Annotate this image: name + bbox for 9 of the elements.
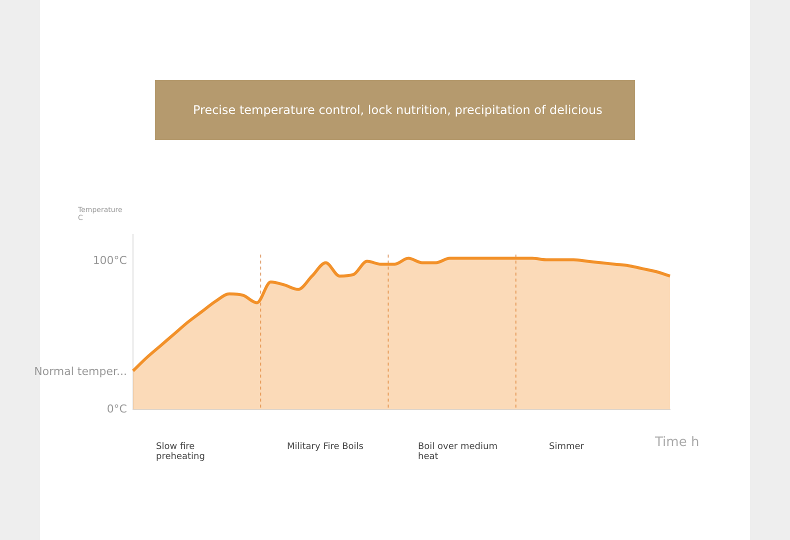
- text: Military Fire Boils: [287, 442, 364, 452]
- chart-title: Precise temperature control, lock nutrition, precipitation of delicious: [155, 80, 635, 140]
- text: Slow fire preheating: [156, 442, 206, 462]
- text: Simmer: [549, 442, 585, 452]
- x-axis-title: Time h: [655, 435, 700, 450]
- y-tick-label: 0°C: [106, 402, 128, 416]
- text: Boil over medium heat: [418, 442, 498, 462]
- y-tick-label: Normal temper...: [34, 365, 127, 378]
- y-tick-label: 100°C: [92, 254, 128, 268]
